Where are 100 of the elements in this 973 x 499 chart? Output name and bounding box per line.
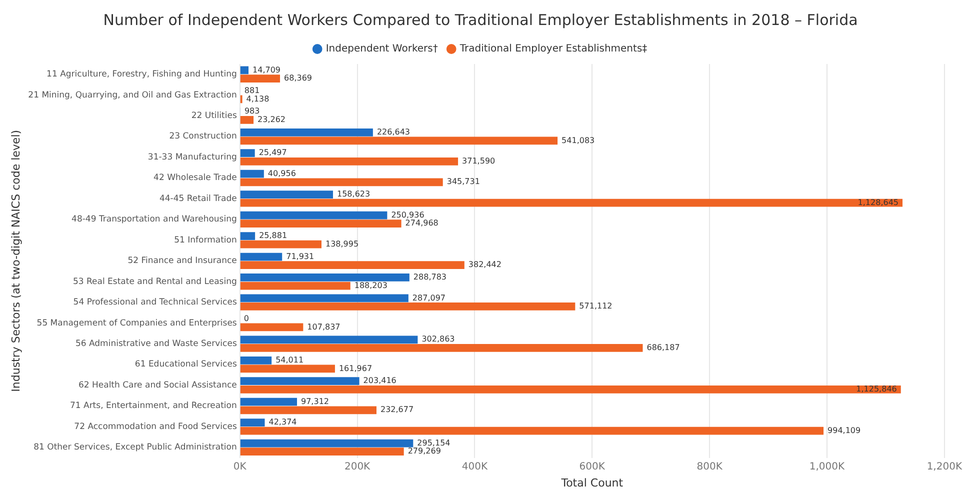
data-label: 25,497 xyxy=(258,148,287,158)
bar xyxy=(240,190,334,199)
y-tick-label: 71 Arts, Entertainment, and Recreation xyxy=(70,401,237,412)
bar xyxy=(240,261,464,269)
data-label: 25,881 xyxy=(259,231,288,240)
data-label: 23,262 xyxy=(258,115,286,124)
bar xyxy=(240,294,408,302)
data-label: 4,138 xyxy=(246,94,270,104)
chart-title: Number of Independent Workers Compared to Traditional Employer Establishments in 2018 – Florida xyxy=(103,10,858,29)
bar xyxy=(240,252,282,261)
data-label: 158,623 xyxy=(337,190,370,199)
y-tick-label: 51 Information xyxy=(174,235,237,246)
bar xyxy=(240,323,304,332)
data-label: 97,312 xyxy=(301,396,330,406)
data-label: 571,112 xyxy=(579,302,612,311)
bar xyxy=(240,66,249,74)
x-tick-label: 1,000K xyxy=(809,461,846,472)
data-label: 288,783 xyxy=(413,272,447,282)
bar xyxy=(240,240,322,248)
data-label: 232,677 xyxy=(380,405,414,414)
bar xyxy=(240,128,373,136)
data-label: 279,269 xyxy=(408,446,441,456)
x-tick-label: 200K xyxy=(344,461,371,472)
data-label: 250,936 xyxy=(391,210,424,220)
bar xyxy=(240,377,360,386)
y-tick-label: 48-49 Transportation and Warehousing xyxy=(72,214,237,225)
y-tick-label: 54 Professional and Technical Services xyxy=(73,298,238,308)
bar xyxy=(240,136,558,145)
data-label: 226,643 xyxy=(376,127,410,136)
bar xyxy=(240,356,272,364)
data-label: 287,097 xyxy=(412,293,446,302)
data-label: 107,837 xyxy=(307,322,340,332)
legend-label: Independent Workers† xyxy=(326,44,438,55)
y-tick-label: 62 Health Care and Social Assistance xyxy=(78,380,237,390)
y-tick-label: 22 Utilities xyxy=(191,111,238,122)
bar xyxy=(240,178,443,186)
x-tick-label: 400K xyxy=(462,461,488,472)
bar xyxy=(240,385,901,394)
data-label: 274,968 xyxy=(405,218,438,228)
bar xyxy=(240,426,824,435)
bar xyxy=(240,157,458,166)
x-tick-label: 1,200K xyxy=(926,461,962,472)
y-tick-label: 21 Mining, Quarrying, and Oil and Gas Extraction xyxy=(28,90,237,100)
data-label: 994,109 xyxy=(828,426,861,435)
y-tick-label: 56 Administrative and Waste Services xyxy=(75,339,238,350)
bar xyxy=(240,220,402,228)
legend-label: Traditional Employer Establishments‡ xyxy=(458,44,648,55)
bar xyxy=(240,302,576,310)
bar xyxy=(240,274,410,282)
y-tick-label: 44-45 Retail Trade xyxy=(159,194,237,204)
data-label: 0 xyxy=(244,314,249,324)
data-label: 1,128,645 xyxy=(858,198,899,207)
y-tick-label: 31-33 Manufacturing xyxy=(148,152,237,162)
x-tick-label: 0K xyxy=(233,461,247,472)
data-label: 686,187 xyxy=(646,343,680,352)
data-label: 71,931 xyxy=(286,252,314,261)
bar xyxy=(240,418,265,427)
data-label: 983 xyxy=(244,106,260,116)
y-axis-title: Industry Sectors (at two-digit NAICS code level) xyxy=(9,130,22,392)
y-tick-label: 55 Management of Companies and Enterprises xyxy=(36,318,238,328)
data-label: 203,416 xyxy=(363,376,396,386)
bar xyxy=(240,398,298,406)
data-label: 541,083 xyxy=(562,136,595,145)
bar xyxy=(240,282,350,290)
data-label: 54,011 xyxy=(276,355,304,364)
bar xyxy=(240,198,903,207)
data-label: 188,203 xyxy=(354,280,388,290)
y-tick-label: 11 Agriculture, Forestry, Fishing and Hunting xyxy=(46,70,237,80)
y-tick-label: 72 Accommodation and Food Services xyxy=(74,422,238,432)
y-tick-label: 53 Real Estate and Rental and Leasing xyxy=(72,276,237,287)
bar xyxy=(240,170,264,178)
bar xyxy=(240,448,404,456)
data-label: 881 xyxy=(244,86,260,96)
y-tick-label: 61 Educational Services xyxy=(134,360,238,370)
data-label: 14,709 xyxy=(252,65,281,74)
bar xyxy=(240,364,335,373)
y-tick-label: 52 Finance and Insurance xyxy=(128,256,237,266)
data-label: 371,590 xyxy=(462,156,496,166)
data-label: 138,995 xyxy=(325,239,359,248)
x-tick-label: 600K xyxy=(579,461,606,472)
x-axis-title: Total Count xyxy=(560,476,624,490)
y-tick-label: 42 Wholesale Trade xyxy=(154,173,237,184)
data-label: 1,125,846 xyxy=(856,384,897,394)
bar xyxy=(240,344,643,352)
data-label: 68,369 xyxy=(284,74,312,83)
bar xyxy=(240,116,254,124)
bar xyxy=(240,439,414,448)
bar xyxy=(240,406,376,414)
bar xyxy=(240,74,280,82)
data-label: 382,442 xyxy=(468,260,502,270)
bar xyxy=(240,232,256,240)
bar xyxy=(240,149,255,158)
data-label: 345,731 xyxy=(446,177,480,186)
data-label: 295,154 xyxy=(417,438,450,448)
data-label: 42,374 xyxy=(268,418,297,427)
data-label: 302,863 xyxy=(422,334,455,344)
data-label: 161,967 xyxy=(338,364,372,373)
y-tick-label: 23 Construction xyxy=(169,132,237,142)
data-label: 40,956 xyxy=(268,168,296,178)
bar xyxy=(240,211,388,220)
